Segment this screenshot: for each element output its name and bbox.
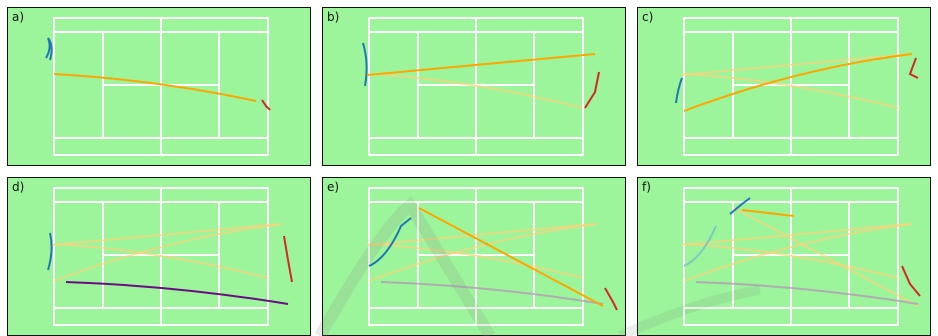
- player-path-near: [362, 42, 368, 87]
- player-path-far: [908, 57, 919, 79]
- faded-prior-shot: [733, 207, 919, 307]
- panel-label: a): [12, 10, 25, 24]
- panel-label: b): [327, 10, 340, 24]
- faded-prior-shot: [683, 73, 899, 109]
- faded-prior-shot: [368, 223, 598, 282]
- faded-alt-shot: [380, 281, 604, 305]
- court-diagram: [681, 187, 921, 326]
- court-diagram: [366, 187, 618, 326]
- player-path-near-faded: [683, 225, 717, 267]
- player-path-near: [675, 77, 683, 104]
- faded-prior-shot: [53, 223, 283, 282]
- player-path-far: [283, 235, 293, 283]
- faded-prior-shot: [53, 243, 269, 279]
- court-diagram: [675, 17, 919, 156]
- panel-label: e): [327, 180, 340, 194]
- faded-prior-shot: [683, 223, 913, 282]
- panel-c: c): [637, 7, 931, 166]
- panel-label: d): [12, 180, 25, 194]
- panel-label: f): [642, 180, 651, 194]
- panel-f: f): [637, 177, 931, 336]
- faded-prior-shot: [51, 223, 281, 246]
- panel-a: a): [7, 7, 311, 166]
- player-path-far: [261, 99, 271, 111]
- player-path-near: [47, 232, 53, 271]
- shot-trajectory: [53, 73, 257, 102]
- shot-trajectory: [741, 209, 795, 217]
- player-path-near: [368, 217, 412, 267]
- shot-trajectory: [683, 53, 913, 112]
- faded-prior-shot: [681, 223, 911, 246]
- player-path-far: [584, 71, 600, 109]
- panel-b: b): [322, 7, 626, 166]
- player-path-near: [729, 197, 751, 215]
- panel-e: e): [322, 177, 626, 336]
- panel-d: d): [7, 177, 311, 336]
- player-path-near: [45, 37, 53, 61]
- shot-trajectory: [366, 53, 596, 76]
- faded-alt-shot: [695, 281, 919, 305]
- tennis-court-lines: [53, 17, 269, 156]
- faded-prior-shot: [368, 73, 584, 109]
- player-path-far: [604, 287, 618, 311]
- faded-prior-shot: [366, 223, 596, 246]
- court-diagram: [45, 17, 271, 156]
- faded-prior-shot: [683, 243, 899, 279]
- player-path-far: [901, 265, 921, 297]
- tennis-court-lines: [368, 187, 584, 326]
- court-diagram: [362, 17, 600, 156]
- court-diagram: [47, 187, 293, 326]
- shot-trajectory: [418, 207, 604, 307]
- panel-label: c): [642, 10, 654, 24]
- faded-prior-shot: [681, 53, 911, 76]
- faded-prior-shot: [368, 243, 584, 279]
- shot-trajectory-alt: [65, 281, 289, 305]
- tennis-court-lines: [683, 187, 899, 326]
